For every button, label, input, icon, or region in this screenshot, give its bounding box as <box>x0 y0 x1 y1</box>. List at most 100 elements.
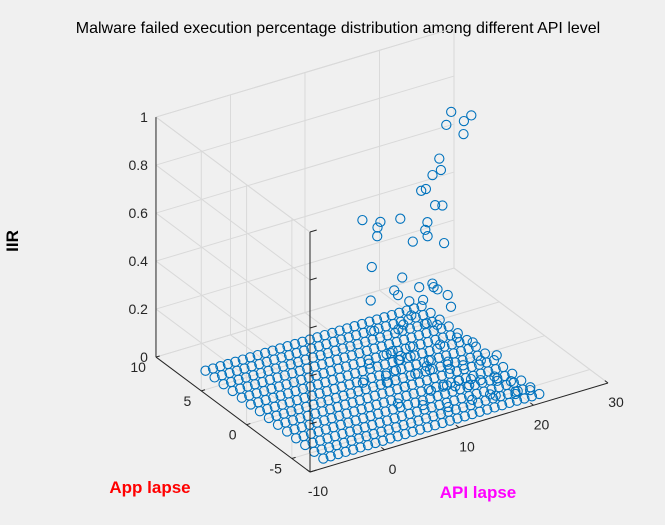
data-point <box>420 224 431 236</box>
back-grid-z <box>155 123 455 214</box>
data-point <box>405 351 416 362</box>
data-point <box>524 384 536 396</box>
data-point <box>458 360 469 371</box>
data-point <box>421 318 432 329</box>
data-point <box>420 183 432 195</box>
data-point <box>444 363 456 375</box>
data-point <box>452 413 463 424</box>
z-tick-mark <box>309 277 317 281</box>
y-tick-label: -5 <box>269 460 282 476</box>
data-point <box>325 451 336 462</box>
data-point <box>393 324 404 335</box>
data-point <box>432 319 443 331</box>
data-point <box>442 289 453 301</box>
data-point <box>465 373 477 385</box>
data-point <box>519 393 530 404</box>
data-point <box>464 379 475 391</box>
data-point <box>484 389 496 400</box>
data-point <box>392 431 403 442</box>
data-point <box>397 272 408 283</box>
data-point <box>333 448 344 460</box>
data-point <box>459 411 470 422</box>
y-tick-label: 0 <box>229 427 237 443</box>
data-point <box>395 350 406 362</box>
data-point <box>453 375 465 386</box>
y-tick-mark <box>201 389 206 392</box>
data-point <box>366 261 377 273</box>
data-point <box>363 358 375 369</box>
data-point <box>347 444 359 455</box>
x-tick-mark <box>306 469 311 473</box>
z-tick-label: 1 <box>140 109 148 125</box>
z-tick-mark <box>309 229 317 233</box>
data-point <box>218 379 229 390</box>
data-point <box>467 408 478 420</box>
z-tick-mark <box>309 469 317 473</box>
data-point <box>407 426 418 438</box>
data-point <box>437 417 448 429</box>
data-point <box>254 406 266 417</box>
data-point <box>421 361 432 372</box>
data-point <box>434 339 446 350</box>
data-point <box>466 110 477 121</box>
data-point <box>526 391 538 402</box>
data-point <box>504 397 515 409</box>
x-tick-label: 10 <box>459 439 475 455</box>
data-point <box>422 217 433 228</box>
z-tick-mark <box>309 421 317 425</box>
data-point <box>406 310 417 321</box>
data-point <box>510 388 521 400</box>
data-point <box>451 332 463 343</box>
data-point <box>375 216 386 228</box>
data-point <box>392 398 404 409</box>
data-point <box>438 237 450 249</box>
floor-grid-y <box>291 369 591 459</box>
x-tick-mark <box>455 424 460 428</box>
data-point <box>534 388 545 400</box>
data-point <box>427 278 438 289</box>
floor-grid-x <box>379 289 534 406</box>
floor-grid-y <box>201 301 500 392</box>
data-point <box>429 200 441 211</box>
data-point <box>355 442 366 453</box>
y-tick-mark <box>246 423 251 426</box>
x-tick-label: 0 <box>389 461 397 477</box>
data-point <box>390 365 402 376</box>
left-grid-z <box>155 308 311 425</box>
data-point <box>318 453 329 464</box>
data-point <box>387 345 398 357</box>
data-point <box>474 406 485 417</box>
left-grid-z <box>155 164 311 281</box>
data-point <box>441 380 453 391</box>
z-tick-label: 0.6 <box>129 205 149 221</box>
data-point <box>340 446 351 458</box>
data-point <box>443 401 454 413</box>
data-point <box>446 106 457 118</box>
data-point <box>389 285 400 296</box>
data-point <box>434 153 445 164</box>
data-point <box>372 222 383 233</box>
data-point <box>380 370 392 381</box>
box-edge <box>155 27 455 118</box>
data-point <box>422 422 433 433</box>
data-point <box>281 426 293 437</box>
data-point <box>357 377 369 388</box>
data-point <box>417 399 429 411</box>
x-tick-mark <box>530 402 534 406</box>
z-tick-mark <box>309 325 317 329</box>
data-point <box>372 231 383 242</box>
data-point <box>505 376 517 387</box>
data-point <box>357 214 368 226</box>
left-grid-z <box>155 212 311 329</box>
data-point <box>467 394 478 405</box>
z-tick-label: 0.8 <box>129 157 149 173</box>
data-point <box>458 115 470 127</box>
x-tick-mark <box>604 380 609 384</box>
data-point <box>399 381 410 392</box>
x-tick-label: -10 <box>308 483 328 499</box>
data-point <box>377 435 389 446</box>
data-point <box>511 395 523 406</box>
y-tick-mark <box>291 456 296 459</box>
x-tick-label: 30 <box>608 394 624 410</box>
